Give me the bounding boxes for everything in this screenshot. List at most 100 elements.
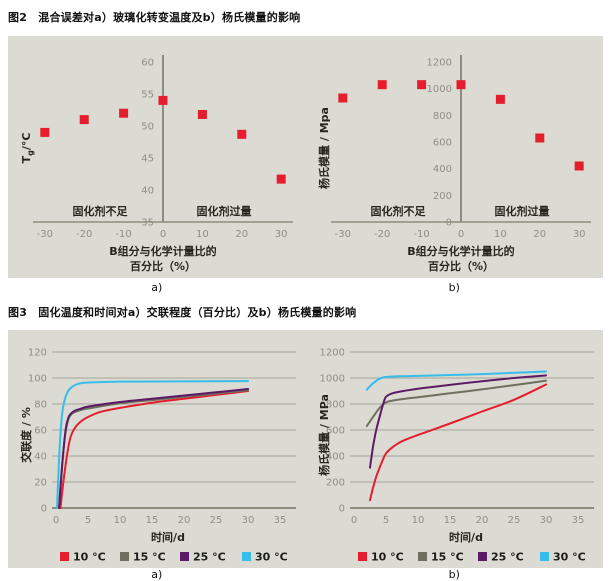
legend-swatch [358, 552, 367, 561]
svg-text:30: 30 [275, 229, 288, 240]
figure2-caption-b: b) [448, 281, 460, 294]
legend-swatch [418, 552, 427, 561]
svg-text:-20: -20 [374, 229, 390, 240]
series-15°C [365, 379, 547, 428]
gridlines [350, 351, 594, 509]
line-chart: 0 20 40 60 80 100 120 0 5 10 15 20 25 30 35 时间/d 交联度 / %… [19, 348, 296, 564]
figure3-caption-b: b) [448, 568, 460, 581]
svg-text:10: 10 [196, 229, 209, 240]
svg-text:0: 0 [351, 515, 357, 526]
figure3-captions: a) b) [8, 568, 603, 581]
legend-label: 15 °C [133, 551, 166, 564]
series-lines [365, 370, 547, 502]
figure3-panel: 0 20 40 60 80 100 120 0 5 10 15 20 25 30 35 时间/d 交联度 / %… [8, 330, 603, 568]
svg-text:800: 800 [326, 400, 345, 411]
svg-text:55: 55 [141, 90, 154, 101]
scatter-chart: 0 200 400 600 800 1000 1200 -30 -20 -10 0 10 20 30 固化剂… [317, 55, 591, 273]
legend-label: 10 °C [73, 551, 106, 564]
axes [33, 55, 293, 223]
legend-swatch [180, 552, 189, 561]
legend-swatch [120, 552, 129, 561]
svg-text:B组分与化学计量比的: B组分与化学计量比的 [407, 244, 514, 258]
figure3-chart-a: 0 20 40 60 80 100 120 0 5 10 15 20 25 30 35 时间/d 交联度 / %… [8, 330, 305, 568]
svg-text:800: 800 [433, 111, 452, 122]
svg-text:400: 400 [433, 164, 452, 175]
svg-text:30: 30 [540, 515, 553, 526]
svg-text:200: 200 [433, 191, 452, 202]
svg-text:固化剂不足: 固化剂不足 [370, 204, 426, 218]
svg-text:60: 60 [34, 426, 47, 437]
svg-text:10: 10 [114, 515, 127, 526]
svg-text:600: 600 [326, 426, 345, 437]
legend: 10 °C 15 °C 25 °C 30 °C [358, 551, 586, 564]
svg-text:固化剂不足: 固化剂不足 [72, 204, 128, 218]
legend-label: 25 °C [193, 551, 226, 564]
series-25°C [58, 388, 249, 509]
svg-text:-30: -30 [335, 229, 351, 240]
svg-text:固化剂过量: 固化剂过量 [197, 204, 252, 218]
svg-text:200: 200 [326, 478, 345, 489]
svg-text:0: 0 [339, 504, 345, 515]
figure2-chart-a: 35 40 45 50 55 60 -30 -20 -10 0 10 20 30 固化剂不足 固化剂过量 B组… [8, 36, 305, 278]
svg-text:15: 15 [444, 515, 457, 526]
svg-text:0: 0 [446, 218, 452, 229]
legend-label: 30 °C [255, 551, 288, 564]
x-axis-label: 时间/d [449, 530, 483, 544]
svg-text:30: 30 [573, 229, 586, 240]
svg-text:百分比（%）: 百分比（%） [428, 259, 494, 273]
svg-text:-20: -20 [76, 229, 92, 240]
svg-text:百分比（%）: 百分比（%） [130, 259, 196, 273]
y-axis-label: 杨氏模量 / Mpa [317, 107, 331, 189]
svg-text:20: 20 [476, 515, 489, 526]
legend-label: 25 °C [491, 551, 524, 564]
figure2-panel: 35 40 45 50 55 60 -30 -20 -10 0 10 20 30 固化剂不足 固化剂过量 B组… [8, 36, 603, 278]
svg-text:25: 25 [508, 515, 521, 526]
svg-text:35: 35 [141, 218, 154, 229]
svg-text:20: 20 [178, 515, 191, 526]
svg-text:0: 0 [160, 229, 166, 240]
series-10°C [59, 390, 249, 509]
tick-labels: 0 20 40 60 80 100 120 0 5 10 15 20 25 30 35 [28, 348, 286, 527]
svg-text:40: 40 [141, 186, 154, 197]
y-axis-label: 交联度 / % [19, 407, 33, 463]
svg-text:5: 5 [383, 515, 389, 526]
svg-text:固化剂过量: 固化剂过量 [495, 204, 550, 218]
figure3-caption-a: a) [151, 568, 163, 581]
svg-text:100: 100 [28, 374, 47, 385]
tick-labels: 0 200 400 600 800 1000 1200 -30 -20 -10 0 10 20 30 [335, 58, 586, 241]
svg-text:20: 20 [235, 229, 248, 240]
svg-text:20: 20 [533, 229, 546, 240]
svg-text:10: 10 [412, 515, 425, 526]
figure2-captions: a) b) [8, 281, 603, 294]
legend-swatch [60, 552, 69, 561]
figure2-chart-b: 0 200 400 600 800 1000 1200 -30 -20 -10 0 10 20 30 固化剂… [306, 36, 603, 278]
svg-text:15: 15 [146, 515, 159, 526]
svg-text:60: 60 [141, 58, 154, 69]
legend-swatch [540, 552, 549, 561]
x-axis-label: 时间/d [151, 530, 185, 544]
svg-text:25: 25 [210, 515, 223, 526]
series-25°C [369, 374, 547, 469]
svg-text:5: 5 [85, 515, 91, 526]
series-30°C [56, 380, 249, 509]
svg-text:0: 0 [53, 515, 59, 526]
svg-text:45: 45 [141, 154, 154, 165]
svg-text:50: 50 [141, 122, 154, 133]
svg-text:1200: 1200 [427, 58, 452, 69]
series-10°C [369, 383, 547, 502]
legend: 10 °C 15 °C 25 °C 30 °C [60, 551, 288, 564]
svg-text:400: 400 [326, 452, 345, 463]
svg-text:-30: -30 [37, 229, 53, 240]
svg-text:80: 80 [34, 400, 47, 411]
svg-text:0: 0 [458, 229, 464, 240]
svg-text:1000: 1000 [320, 374, 345, 385]
data-points [40, 95, 286, 184]
scatter-chart: 35 40 45 50 55 60 -30 -20 -10 0 10 20 30 固化剂不足 固化剂过量 B组… [20, 55, 293, 273]
legend-label: 30 °C [553, 551, 586, 564]
annotations: 固化剂不足 固化剂过量 [72, 204, 251, 218]
svg-text:1000: 1000 [427, 84, 452, 95]
legend-swatch [478, 552, 487, 561]
figure2-title: 图2 混合误差对a）玻璃化转变温度及b）杨氏模量的影响 [8, 11, 301, 24]
svg-text:20: 20 [34, 478, 47, 489]
